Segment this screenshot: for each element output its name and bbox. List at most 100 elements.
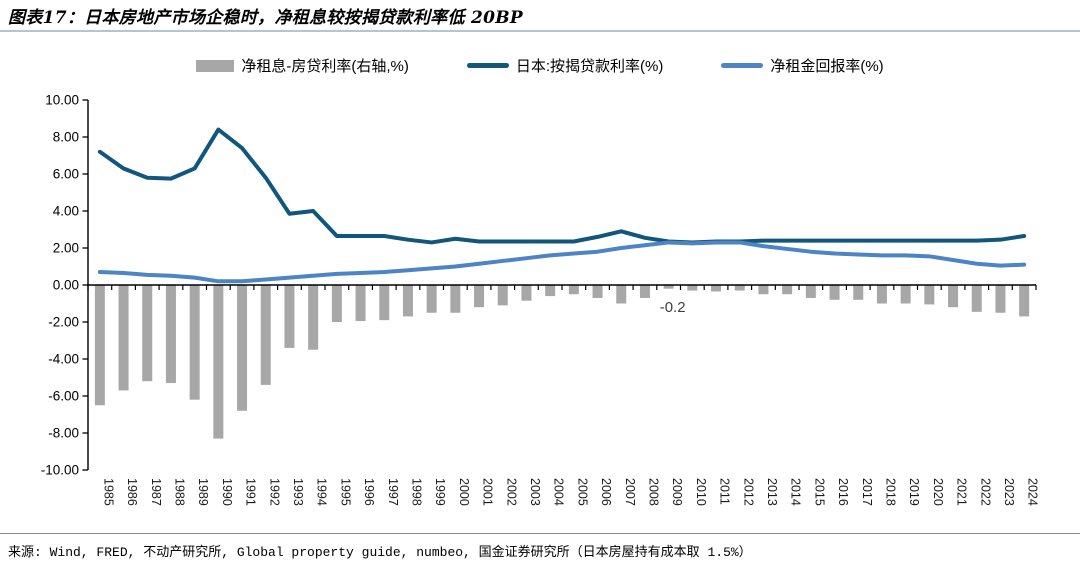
spread-bar [592,285,603,298]
y-axis-label: -4.00 [48,352,79,367]
source-note: 来源: Wind, FRED, 不动产研究所, Global property … [8,545,752,560]
spread-bar [237,285,248,411]
y-axis-label: -2.00 [48,315,79,330]
x-axis-year-label: 2013 [765,478,779,506]
y-axis-label: 0.00 [53,278,79,293]
legend-label-spread: 净租息-房贷利率(右轴,%) [241,58,409,75]
spread-bar [711,285,722,292]
spread-bar [995,285,1006,313]
spread-bar [924,285,935,305]
mortgage-rate-line [97,127,1027,245]
light-line-swatch-icon [721,63,764,68]
x-axis-year-label: 1993 [291,478,305,506]
spread-bar [616,285,627,304]
x-axis-year-label: 2003 [528,478,542,506]
x-axis-year-label: 1986 [125,478,139,506]
title-divider [0,30,1080,32]
spread-bar [1019,285,1030,317]
dark-line-swatch-icon [466,63,509,68]
x-axis-year-label: 1998 [409,478,423,506]
spread-bar [142,285,153,382]
x-axis-year-label: 2002 [504,478,518,506]
chart-area: 10.00 8.00 6.00 4.00 2.00 0.00 -2.00 -4.00 -6.00… [0,90,1080,530]
x-axis-year-label: 1988 [172,478,186,506]
spread-bar [734,285,745,291]
spread-bar [402,285,413,317]
spread-bar [829,285,840,300]
x-axis-year-label: 1991 [244,478,258,506]
x-axis-year-label: 1990 [220,478,234,506]
spread-bar [521,285,532,301]
y-axis-label: 6.00 [53,167,79,182]
y-axis-label: 10.00 [45,93,79,108]
spread-bar [355,285,366,322]
spread-bar [663,285,674,289]
spread-bar [782,285,793,295]
x-axis-year-label: 2010 [694,478,708,506]
y-axis-label: -10.00 [41,463,79,478]
spread-bar [853,285,864,300]
spread-bar [639,285,650,298]
bar-value-label: -0.2 [660,299,686,316]
spread-bar [497,285,508,306]
spread-bar [450,285,461,313]
x-axis-year-label: 1992 [267,478,281,506]
legend-label-rental-yield: 净租金回报率(%) [770,58,884,75]
combo-chart: 10.00 8.00 6.00 4.00 2.00 0.00 -2.00 -4.00 -6.00… [41,93,1040,506]
spread-bar [948,285,959,308]
spread-bar [379,285,390,321]
spread-bar [971,285,982,312]
spread-bar [426,285,437,313]
x-axis-year-label: 1997 [386,478,400,506]
x-axis-year-label: 2020 [931,478,945,506]
spread-bar [213,285,224,439]
spread-bar [568,285,579,295]
x-axis-year-label: 2005 [575,478,589,506]
legend-item-mortgage-rate: 日本:按揭贷款利率(%) [466,55,664,76]
spread-bar [260,285,271,385]
x-axis-year-label: 2018 [883,478,897,506]
footer-divider [0,533,1080,534]
x-axis-year-label: 1996 [362,478,376,506]
spread-bar [876,285,887,304]
x-axis-year-label: 2021 [955,478,969,506]
x-axis-year-label: 2006 [599,478,613,506]
x-axis-year-label: 2008 [646,478,660,506]
x-axis-year-label: 2004 [552,478,566,506]
x-axis-year-label: 2014 [789,478,803,506]
x-axis-year-label: 1987 [149,478,163,506]
spread-bar [165,285,176,384]
spread-bar [758,285,769,295]
x-axis-year-label: 1999 [433,478,447,506]
spread-bar [94,285,105,406]
spread-bar [805,285,816,298]
x-axis-year-label: 2022 [978,478,992,506]
spread-bar [545,285,556,297]
y-axis-label: 2.00 [53,241,79,256]
y-axis-label: 8.00 [53,130,79,145]
spread-bar [687,285,698,291]
x-axis-year-label: 2015 [812,478,826,506]
x-axis-year-label: 2009 [670,478,684,506]
x-axis-year-label: 1994 [315,478,329,506]
spread-bar [308,285,319,350]
gray-bar-swatch-icon [196,59,235,72]
spread-bar [331,285,342,322]
legend-item-rental-yield: 净租金回报率(%) [721,55,884,76]
y-axis-label: -6.00 [48,389,79,404]
chart-legend: 净租息-房贷利率(右轴,%) 日本:按揭贷款利率(%) 净租金回报率(%) [0,55,1080,76]
x-axis-year-label: 2011 [718,478,732,505]
x-axis-year-label: 1985 [101,478,115,506]
x-axis-year-label: 2001 [481,478,495,506]
rental-yield-line [97,240,1027,284]
y-axis-label: 4.00 [53,204,79,219]
x-axis-year-label: 2023 [1002,478,1016,506]
spread-bar [118,285,129,391]
x-axis-year-label: 2012 [741,478,755,506]
legend-label-mortgage-rate: 日本:按揭贷款利率(%) [515,58,664,75]
spread-bar [189,285,200,400]
figure-title: 图表17：日本房地产市场企稳时，净租息较按揭贷款利率低 20BP [8,8,523,28]
x-axis-year-label: 1989 [196,478,210,506]
x-axis-year-label: 2019 [907,478,921,506]
spread-bar [474,285,485,308]
